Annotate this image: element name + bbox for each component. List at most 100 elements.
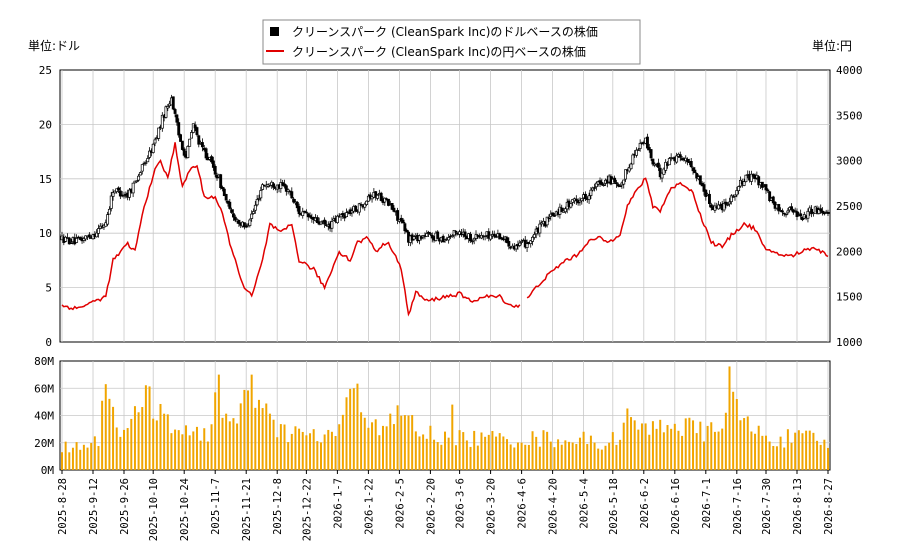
volume-bar — [673, 423, 676, 470]
volume-y-tick-label: 40M — [34, 410, 54, 423]
candle-body — [107, 208, 111, 215]
volume-bar — [648, 434, 651, 470]
candle-body — [403, 223, 407, 232]
volume-bar — [801, 433, 804, 470]
volume-bar — [363, 417, 366, 470]
volume-bar — [283, 424, 286, 470]
usd-candles — [60, 94, 830, 253]
left-y-tick-label: 10 — [39, 227, 52, 240]
volume-bar — [732, 391, 735, 470]
candle-body — [483, 235, 487, 238]
volume-bar — [655, 428, 658, 470]
volume-bar — [316, 441, 319, 470]
volume-bar — [287, 442, 290, 470]
volume-bar — [750, 431, 753, 470]
candle-body — [569, 203, 573, 208]
candle-body — [645, 136, 649, 149]
candle-body — [200, 142, 204, 148]
candle-body — [401, 219, 405, 224]
candle-body — [233, 216, 237, 221]
candle-body — [489, 234, 493, 240]
right-y-tick-label: 2500 — [836, 200, 863, 213]
candle-body — [702, 184, 706, 192]
candle-body — [744, 174, 748, 182]
volume-bar — [75, 442, 78, 470]
candle-body — [283, 183, 286, 187]
candle-body — [525, 243, 529, 249]
candle-body — [211, 160, 215, 168]
volume-bar — [425, 438, 428, 470]
candle-body — [248, 219, 252, 226]
candle-body — [67, 237, 71, 245]
volume-bar — [203, 428, 206, 470]
volume-bar — [323, 434, 326, 470]
volume-bar — [104, 384, 107, 470]
volume-bar — [221, 417, 224, 470]
candle-body — [560, 207, 564, 212]
volume-bar — [808, 430, 811, 470]
candle-body — [164, 106, 168, 118]
volume-bar — [619, 439, 622, 470]
candle-body — [138, 172, 142, 176]
volume-bar — [816, 440, 819, 470]
volume-bar — [444, 431, 446, 470]
candle-body — [660, 172, 664, 179]
volume-bar — [560, 444, 563, 470]
volume-bar — [677, 430, 680, 470]
volume-bar — [597, 448, 600, 470]
volume-bar — [68, 452, 71, 470]
right-y-tick-label: 1500 — [836, 291, 863, 304]
volume-bar — [159, 403, 162, 470]
candle-body — [405, 229, 409, 233]
candle-body — [297, 206, 301, 215]
volume-bar — [250, 374, 253, 470]
volume-bars — [61, 366, 829, 470]
candle-body — [777, 204, 781, 212]
volume-y-axis: 0M 20M 40M 60M 80M — [34, 355, 54, 477]
candle-body — [146, 158, 150, 163]
legend-usd-swatch — [270, 27, 279, 36]
volume-bar — [385, 426, 388, 470]
volume-bar — [381, 425, 384, 470]
volume-bar — [480, 432, 483, 470]
volume-bar — [166, 414, 169, 470]
x-tick-label: 2026-5-18 — [608, 478, 620, 535]
candle-body — [82, 238, 86, 241]
candle-body — [505, 237, 509, 244]
volume-bar — [637, 429, 640, 470]
volume-bar — [633, 420, 636, 470]
candle-body — [768, 191, 772, 202]
volume-bar — [600, 449, 603, 470]
volume-bar — [133, 406, 136, 470]
volume-bar — [476, 445, 479, 470]
volume-bar — [513, 447, 516, 470]
candle-body — [292, 198, 296, 203]
volume-bar — [659, 419, 662, 470]
volume-bar — [334, 435, 337, 470]
candle-body — [242, 222, 246, 228]
volume-bar — [819, 444, 822, 470]
candle-body — [257, 198, 261, 200]
candle-body — [290, 191, 294, 199]
volume-bar — [71, 447, 74, 470]
candle-body — [810, 208, 814, 215]
volume-bar — [827, 447, 829, 470]
candle-body — [598, 180, 602, 184]
volume-bar — [148, 386, 151, 470]
candle-body — [545, 216, 549, 226]
candle-body — [175, 114, 179, 123]
volume-bar — [352, 388, 355, 470]
volume-bar — [436, 442, 439, 470]
right-y-tick-label: 4000 — [836, 64, 863, 77]
volume-bar — [724, 412, 727, 470]
volume-bar — [772, 445, 775, 470]
candle-body — [731, 196, 735, 198]
candle-body — [735, 190, 739, 196]
volume-bar — [805, 430, 808, 470]
candle-body — [786, 210, 790, 214]
volume-bar — [524, 444, 527, 470]
candle-body — [210, 156, 214, 163]
volume-bar — [779, 436, 782, 470]
volume-bar — [531, 431, 534, 470]
volume-bar — [112, 406, 115, 470]
